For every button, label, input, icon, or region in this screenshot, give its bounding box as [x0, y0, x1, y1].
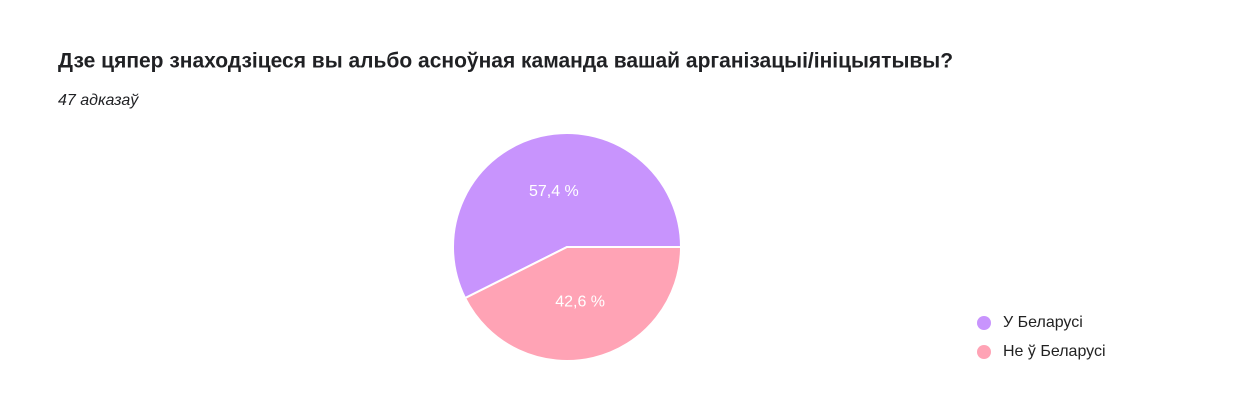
- slice-label: 42,6 %: [555, 294, 605, 311]
- legend-swatch: [977, 345, 991, 359]
- legend-label: У Беларусі: [1003, 314, 1083, 331]
- slice-label: 57,4 %: [529, 183, 579, 200]
- pie-slice: [452, 132, 683, 300]
- chart-title: Дзе цяпер знаходзіцеся вы альбо асноўная…: [58, 50, 953, 73]
- chart-subtitle: 47 адказаў: [58, 92, 139, 109]
- legend-label: Не ў Беларусі: [1003, 343, 1106, 360]
- pie-slice: [463, 246, 683, 362]
- legend-swatch: [977, 316, 991, 330]
